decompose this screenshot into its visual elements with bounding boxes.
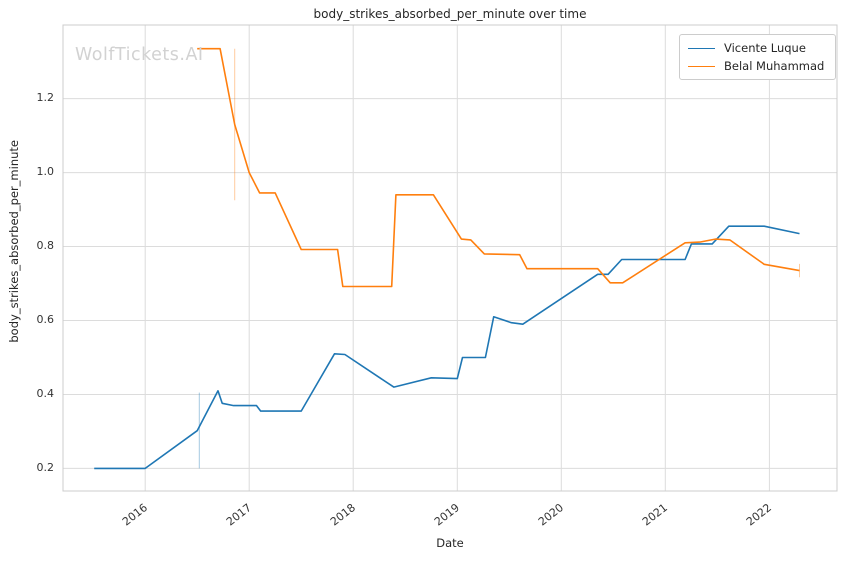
series-line [94,225,800,470]
legend-entry-vicente-luque: Vicente Luque [688,41,827,55]
legend-label: Belal Muhammad [724,59,825,73]
legend-label: Vicente Luque [724,41,806,55]
x-axis-label: Date [436,536,464,550]
series-line [197,47,800,288]
y-axis-label: body_strikes_absorbed_per_minute [7,140,21,343]
y-tick-label: 1.0 [36,165,55,179]
y-tick-label: 1.2 [36,91,55,105]
legend-entry-belal-muhammad: Belal Muhammad [688,59,827,73]
legend-line-swatch-blue [688,47,715,49]
watermark-text: WolfTickets.AI [75,45,204,65]
plot-border [62,24,838,492]
legend-box: Vicente Luque Belal Muhammad [679,34,836,80]
y-tick-label: 0.8 [36,239,55,253]
y-tick-label: 0.6 [36,313,55,326]
legend-line-swatch-orange [688,65,715,67]
chart-title: body_strikes_absorbed_per_minute over ti… [313,7,587,21]
y-tick-label: 0.4 [36,386,55,400]
y-tick-label: 0.2 [36,460,55,474]
